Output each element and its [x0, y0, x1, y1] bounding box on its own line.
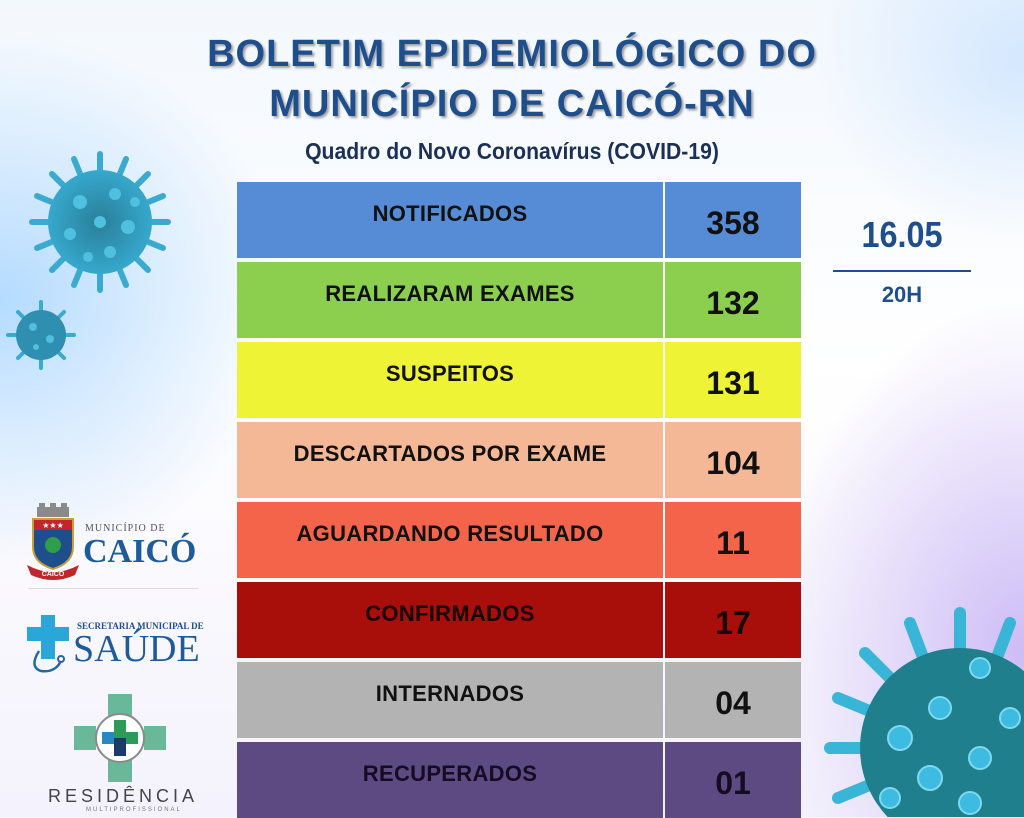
row-value: 11 [665, 502, 801, 578]
logo-municipio-caico: ★★★ CAICO MUNICÍPIO DE CAICÓ [25, 503, 205, 583]
table-row-suspeitos: SUSPEITOS 131 [237, 342, 801, 418]
virus-icon-large-right [824, 607, 1024, 817]
row-value: 132 [665, 262, 801, 338]
row-value: 17 [665, 582, 801, 658]
virus-icon-large-left [29, 151, 171, 293]
page-title-line1: BOLETIM EPIDEMIOLÓGICO DO [207, 33, 817, 75]
update-date: 16.05 [861, 214, 943, 255]
row-label: RECUPERADOS [237, 742, 663, 818]
row-label: REALIZARAM EXAMES [237, 262, 663, 338]
logo-secretaria-saude: SECRETARIA MUNICIPAL DE SAÚDE [25, 607, 210, 677]
svg-text:★★★: ★★★ [42, 521, 64, 530]
page-subtitle: Quadro do Novo Coronavírus (COVID-19) [305, 138, 719, 164]
table-row-descartados: DESCARTADOS POR EXAME 104 [237, 422, 801, 498]
logo-residencia-multiprofissional: RESIDÊNCIA MULTIPROFISSIONAL [40, 690, 200, 817]
table-row-confirmados: CONFIRMADOS 17 [237, 582, 801, 658]
table-row-aguardando: AGUARDANDO RESULTADO 11 [237, 502, 801, 578]
update-time: 20H [881, 282, 923, 307]
residencia-emblem-icon [74, 694, 166, 782]
row-value: 131 [665, 342, 801, 418]
svg-text:CAICO: CAICO [42, 571, 65, 578]
row-label: AGUARDANDO RESULTADO [237, 502, 663, 578]
row-label: SUSPEITOS [237, 342, 663, 418]
residencia-logo-small-text: MULTIPROFISSIONAL [86, 807, 182, 813]
caico-coat-of-arms-icon: ★★★ CAICO [27, 503, 79, 580]
health-cross-icon [27, 615, 69, 673]
row-label: DESCARTADOS POR EXAME [237, 422, 663, 498]
caico-logo-small-text: MUNICÍPIO DE [85, 523, 166, 534]
residencia-logo-big-text: RESIDÊNCIA [48, 786, 199, 806]
logo-divider [28, 588, 198, 589]
row-label: NOTIFICADOS [237, 182, 663, 258]
table-row-notificados: NOTIFICADOS 358 [237, 182, 801, 258]
row-value: 04 [665, 662, 801, 738]
table-row-internados: INTERNADOS 04 [237, 662, 801, 738]
row-value: 104 [665, 422, 801, 498]
row-value: 358 [665, 182, 801, 258]
table-row-realizaram-exames: REALIZARAM EXAMES 132 [237, 262, 801, 338]
virus-icon-small-left [6, 300, 76, 370]
table-row-recuperados: RECUPERADOS 01 [237, 742, 801, 818]
row-value: 01 [665, 742, 801, 818]
update-timestamp: 16.05 20H [833, 214, 971, 308]
saude-logo-big-text: SAÚDE [73, 628, 200, 670]
row-label: CONFIRMADOS [237, 582, 663, 658]
page-title-line2: MUNICÍPIO DE CAICÓ-RN [269, 83, 755, 125]
caico-logo-big-text: CAICÓ [83, 533, 197, 570]
saude-logo-small-text: SECRETARIA MUNICIPAL DE [77, 621, 204, 631]
row-label: INTERNADOS [237, 662, 663, 738]
date-divider [833, 270, 971, 272]
covid-stats-table: NOTIFICADOS 358 REALIZARAM EXAMES 132 SU… [237, 182, 801, 818]
